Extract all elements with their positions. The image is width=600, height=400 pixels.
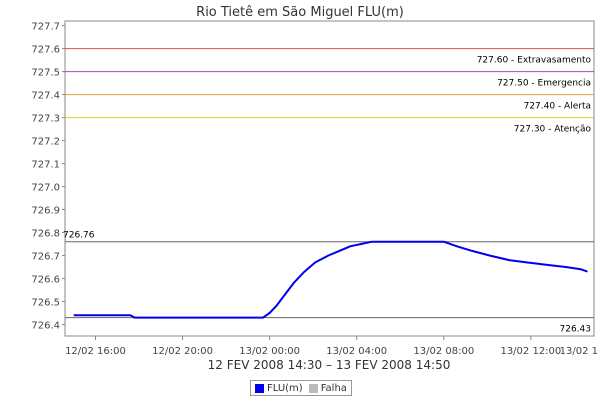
x-tick-label-0: 12/02 16:00: [65, 346, 126, 357]
y-tick-label-1: 726.5: [31, 298, 60, 309]
x-tick-label-6: 13/02 1: [560, 346, 598, 357]
threshold-label-1: 727.50 - Emergencia: [497, 79, 591, 89]
x-tick-label-3: 13/02 04:00: [326, 346, 387, 357]
x-axis-label: 12 FEV 2008 14:30 – 13 FEV 2008 14:50: [208, 358, 451, 372]
reference-label-1: 726.43: [560, 325, 592, 335]
legend-swatch-falha: [308, 383, 318, 393]
series-line-0: [73, 240, 588, 319]
x-axis: 12/02 16:00 12/02 20:00 13/02 00:00 13/02 0…: [65, 336, 598, 357]
y-tick-label-8: 727.2: [31, 137, 60, 148]
y-tick-label-13: 727.7: [31, 22, 60, 33]
threshold-lines: 727.60 - Extravasamento 727.50 - Emergenc…: [65, 48, 594, 135]
y-tick-label-4: 726.8: [31, 229, 60, 240]
y-tick-label-9: 727.3: [31, 114, 60, 125]
y-tick-label-7: 727.1: [31, 160, 60, 171]
chart-title: Rio Tietê em São Miguel FLU(m): [196, 5, 404, 20]
legend-label-flu: FLU(m): [267, 382, 303, 394]
y-tick-label-10: 727.4: [31, 91, 60, 102]
legend-item-flu: FLU(m): [255, 383, 303, 394]
legend-swatch-flu: [255, 383, 264, 393]
threshold-label-2: 727.40 - Alerta: [524, 102, 591, 112]
y-tick-label-2: 726.6: [31, 275, 60, 286]
legend-label-falha: Falha: [320, 382, 347, 394]
x-tick-label-1: 12/02 20:00: [152, 346, 213, 357]
legend: FLU(m) Falha: [250, 380, 352, 396]
y-tick-label-5: 726.9: [31, 206, 60, 217]
reference-label-0: 726.76: [63, 231, 95, 241]
x-tick-label-4: 13/02 08:00: [413, 346, 474, 357]
y-tick-label-12: 727.6: [31, 45, 60, 56]
threshold-label-0: 727.60 - Extravasamento: [477, 56, 592, 66]
y-axis: 726.4 726.5 726.6 726.7 726.8 726.9 727.0 727.1…: [31, 22, 65, 332]
series-layer: [73, 240, 588, 319]
plot-area: [64, 20, 595, 337]
y-tick-label-3: 726.7: [31, 252, 60, 263]
y-tick-label-0: 726.4: [31, 321, 60, 332]
legend-item-falha: Falha: [308, 382, 347, 394]
x-tick-label-5: 13/02 12:00: [500, 346, 561, 357]
y-tick-label-6: 727.0: [31, 183, 60, 194]
y-tick-label-11: 727.5: [31, 68, 60, 79]
x-tick-label-2: 13/02 00:00: [239, 346, 300, 357]
threshold-label-3: 727.30 - Atenção: [514, 125, 592, 135]
